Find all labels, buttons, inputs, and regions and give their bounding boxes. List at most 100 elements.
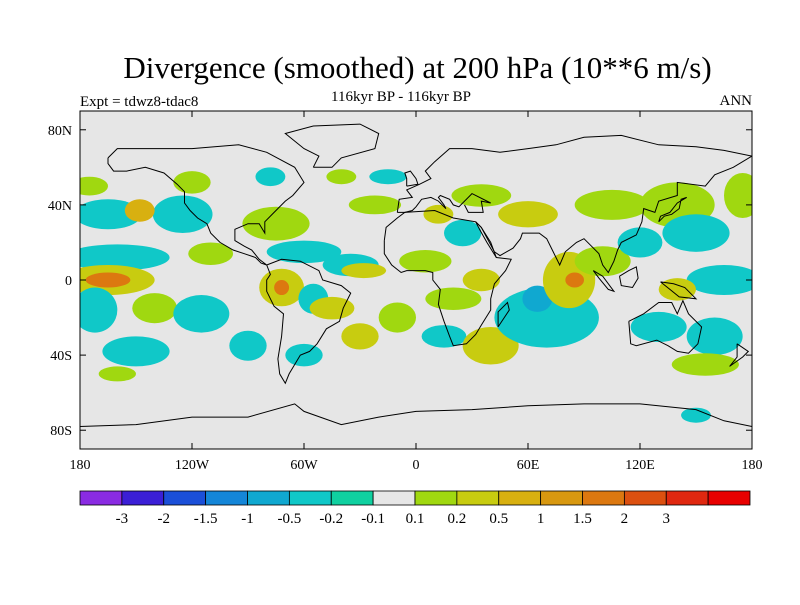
colorbar-swatch bbox=[79, 490, 123, 506]
colorbar-swatch bbox=[205, 490, 248, 506]
colorbar-label: 1 bbox=[537, 511, 545, 527]
field-patch-38 bbox=[462, 326, 519, 365]
field-patch-54 bbox=[681, 407, 711, 423]
coastline-8 bbox=[628, 299, 703, 354]
coastline-2 bbox=[383, 209, 512, 347]
field-patch-6 bbox=[242, 206, 310, 241]
y-tick-label: 40N bbox=[48, 199, 72, 214]
colorbar-swatch bbox=[288, 490, 332, 506]
field-patch-42 bbox=[565, 272, 585, 288]
colorbar-label: -0.1 bbox=[361, 511, 385, 527]
field-patch-40 bbox=[522, 285, 553, 312]
x-tick-label: 180 bbox=[742, 458, 763, 473]
field-patch-2 bbox=[152, 195, 213, 234]
field-patch-23 bbox=[229, 330, 267, 361]
field-patch-8 bbox=[80, 244, 170, 271]
field-patch-33 bbox=[444, 219, 482, 247]
coastline-5 bbox=[397, 192, 491, 213]
coastline-10 bbox=[658, 196, 687, 223]
subtitle: 116kyr BP - 116kyr BP bbox=[331, 89, 472, 105]
colorbar-label: 0.5 bbox=[489, 511, 508, 527]
field-patch-21 bbox=[341, 263, 387, 279]
divergence-fields bbox=[80, 167, 752, 423]
colorbar-swatch bbox=[121, 490, 165, 506]
field-patch-49 bbox=[686, 264, 752, 296]
field-patch-3 bbox=[124, 199, 155, 222]
field-patch-24 bbox=[285, 343, 323, 367]
experiment-label: Expt = tdwz8-tdac8 bbox=[80, 94, 199, 110]
colorbar-swatch bbox=[330, 490, 374, 506]
colorbar-swatch bbox=[540, 490, 583, 506]
field-patch-15 bbox=[102, 336, 170, 367]
y-tick-label: 80N bbox=[48, 124, 72, 139]
coastline-1 bbox=[266, 258, 352, 385]
field-patch-18 bbox=[274, 280, 290, 296]
y-tick-label: 80S bbox=[50, 424, 72, 439]
field-patch-30 bbox=[423, 204, 454, 224]
field-patch-53 bbox=[671, 353, 739, 376]
y-tick-label: 0 bbox=[65, 274, 72, 289]
field-patch-22 bbox=[309, 296, 355, 320]
field-patch-52 bbox=[686, 317, 743, 356]
colorbar-label: -2 bbox=[158, 511, 171, 527]
colorbar-label: -1.5 bbox=[194, 511, 218, 527]
coastline-4 bbox=[475, 155, 752, 274]
coastlines bbox=[80, 123, 752, 427]
x-tick-label: 120E bbox=[625, 458, 655, 473]
coastline-13 bbox=[660, 281, 698, 300]
coastline-11 bbox=[592, 270, 616, 293]
colorbar-swatch bbox=[707, 490, 751, 506]
coastline-15 bbox=[497, 301, 510, 328]
y-tick-label: 40S bbox=[50, 349, 72, 364]
field-patch-48 bbox=[724, 172, 752, 219]
coastline-6 bbox=[475, 221, 497, 258]
field-patch-13 bbox=[132, 293, 178, 324]
colorbar-label: -1 bbox=[241, 511, 254, 527]
map-background bbox=[80, 111, 752, 449]
colorbar-swatch bbox=[372, 490, 416, 506]
field-patch-28 bbox=[369, 169, 407, 185]
field-patch-9 bbox=[188, 242, 234, 265]
x-tick-label: 120W bbox=[175, 458, 210, 473]
x-tick-label: 180 bbox=[70, 458, 91, 473]
colorbar-label: -0.2 bbox=[319, 511, 343, 527]
field-patch-35 bbox=[462, 268, 501, 292]
coastline-9 bbox=[80, 403, 752, 427]
field-patch-5 bbox=[255, 167, 286, 187]
field-patch-44 bbox=[617, 227, 663, 258]
field-patch-47 bbox=[662, 214, 730, 252]
field-patch-26 bbox=[378, 302, 417, 333]
coastline-12 bbox=[619, 266, 639, 289]
field-patch-45 bbox=[574, 189, 650, 220]
field-patch-34 bbox=[399, 249, 452, 273]
lon-ticks: 180 120W 60W 0 60E 120E 180 bbox=[70, 111, 763, 473]
coastline-16 bbox=[729, 343, 750, 367]
colorbar-swatch bbox=[623, 490, 667, 506]
field-patch-32 bbox=[498, 201, 558, 228]
colorbar-label: 1.5 bbox=[573, 511, 592, 527]
field-patch-25 bbox=[341, 323, 379, 350]
field-patch-14 bbox=[173, 295, 230, 333]
field-patch-37 bbox=[421, 325, 467, 348]
x-tick-label: 60W bbox=[290, 458, 318, 473]
colorbar-swatch bbox=[456, 490, 500, 506]
field-patch-12 bbox=[80, 287, 118, 333]
colorbar-swatch bbox=[163, 490, 207, 506]
field-patch-4 bbox=[173, 171, 211, 194]
colorbar-label: 2 bbox=[621, 511, 629, 527]
x-tick-label: 0 bbox=[413, 458, 420, 473]
colorbar-label: 0.1 bbox=[406, 511, 425, 527]
colorbar-swatch bbox=[247, 490, 290, 506]
field-patch-31 bbox=[451, 184, 512, 207]
x-tick-label: 60E bbox=[517, 458, 540, 473]
field-patch-50 bbox=[658, 278, 696, 301]
colorbar-label: 0.2 bbox=[448, 511, 467, 527]
colorbar-swatch bbox=[665, 490, 709, 506]
colorbar-swatch bbox=[498, 490, 542, 506]
field-patch-16 bbox=[98, 366, 136, 382]
colorbar-label: -0.5 bbox=[278, 511, 302, 527]
coastline-0 bbox=[107, 144, 305, 266]
field-patch-36 bbox=[425, 287, 482, 311]
